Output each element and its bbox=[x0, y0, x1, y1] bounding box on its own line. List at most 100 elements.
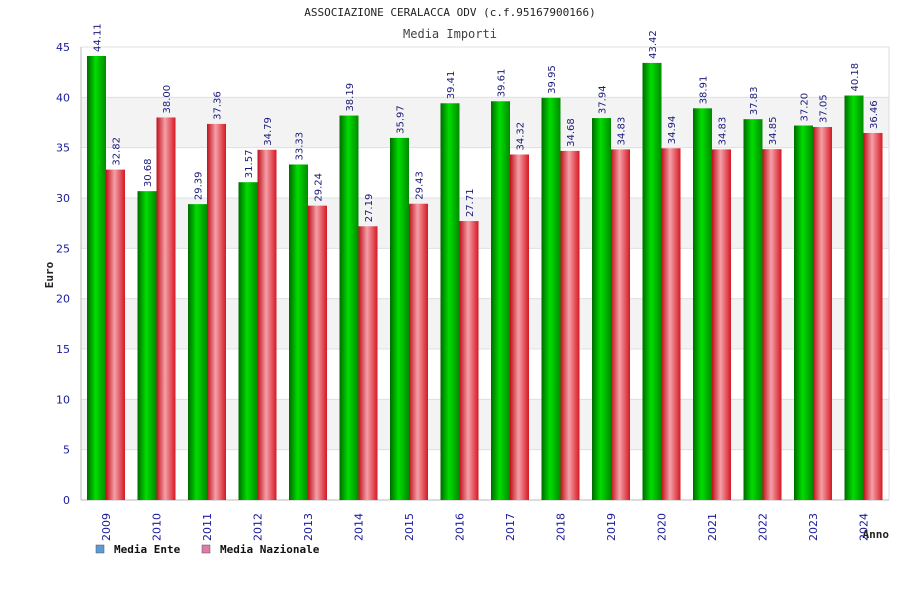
bar-media-ente bbox=[642, 62, 662, 500]
bar-media-ente bbox=[743, 119, 763, 500]
bar-media-nazionale bbox=[611, 149, 630, 501]
bar-media-nazionale bbox=[712, 149, 731, 501]
bar-media-ente bbox=[390, 137, 409, 501]
y-tick-label: 15 bbox=[56, 343, 70, 356]
legend-swatch-media-nazionale bbox=[201, 544, 211, 554]
data-label-media-nazionale: 34.83 bbox=[718, 117, 729, 146]
data-label-media-nazionale: 37.36 bbox=[213, 91, 224, 120]
bar-media-nazionale bbox=[459, 221, 479, 500]
y-tick-label: 10 bbox=[56, 393, 70, 406]
chart-subtitle: Media Importi bbox=[403, 27, 497, 41]
data-label-media-ente: 39.41 bbox=[446, 71, 457, 100]
x-tick-label: 2017 bbox=[504, 513, 517, 541]
bars: 44.11 32.82 30.68 38.00 29.39 37.36 31.57 34.79… bbox=[87, 23, 883, 501]
bar-media-nazionale bbox=[308, 205, 327, 500]
data-label-media-nazionale: 34.83 bbox=[617, 117, 628, 146]
legend-label-media-ente: Media Ente bbox=[114, 543, 181, 556]
data-label-media-nazionale: 37.05 bbox=[819, 94, 830, 123]
data-label-media-nazionale: 36.46 bbox=[869, 100, 880, 129]
bar-media-ente bbox=[541, 97, 561, 500]
y-tick-label: 25 bbox=[56, 242, 70, 255]
data-label-media-nazionale: 34.94 bbox=[667, 116, 678, 145]
y-tick-label: 45 bbox=[56, 41, 70, 54]
x-tick-label: 2018 bbox=[555, 513, 568, 541]
x-tick-label: 2012 bbox=[252, 513, 265, 541]
x-tick-label: 2016 bbox=[454, 513, 467, 541]
x-tick-label: 2021 bbox=[706, 513, 719, 541]
data-label-media-ente: 44.11 bbox=[93, 23, 104, 52]
data-label-media-nazionale: 29.43 bbox=[415, 171, 426, 200]
data-label-media-ente: 40.18 bbox=[850, 63, 861, 92]
bar-media-ente bbox=[440, 103, 460, 500]
data-label-media-ente: 29.39 bbox=[194, 172, 205, 201]
data-label-media-nazionale: 34.79 bbox=[263, 117, 274, 146]
bar-media-nazionale bbox=[358, 226, 378, 500]
data-label-media-ente: 43.42 bbox=[648, 30, 659, 59]
bar-media-ente bbox=[491, 101, 510, 500]
data-label-media-nazionale: 38.00 bbox=[162, 85, 173, 114]
data-label-media-ente: 33.33 bbox=[295, 132, 306, 161]
data-label-media-ente: 37.83 bbox=[749, 87, 760, 116]
data-label-media-ente: 38.91 bbox=[699, 76, 710, 105]
data-label-media-ente: 37.20 bbox=[800, 93, 811, 122]
bar-media-ente bbox=[238, 182, 258, 501]
data-label-media-nazionale: 29.24 bbox=[314, 173, 325, 202]
bar-media-nazionale bbox=[762, 149, 782, 500]
bar-media-ente bbox=[592, 118, 611, 500]
bar-media-ente bbox=[693, 108, 712, 500]
bar-media-ente bbox=[137, 191, 157, 500]
bar-media-nazionale bbox=[510, 154, 529, 500]
y-axis-label: Euro bbox=[43, 261, 56, 288]
data-label-media-nazionale: 34.68 bbox=[566, 118, 577, 147]
bar-media-nazionale bbox=[863, 132, 883, 500]
data-label-media-ente: 39.61 bbox=[497, 69, 508, 98]
bar-media-ente bbox=[339, 115, 359, 500]
legend: Media Ente Media Nazionale bbox=[95, 543, 320, 556]
data-label-media-ente: 31.57 bbox=[244, 150, 255, 179]
legend-label-media-nazionale: Media Nazionale bbox=[220, 543, 320, 556]
data-label-media-nazionale: 34.85 bbox=[768, 117, 779, 146]
bar-media-ente bbox=[188, 204, 207, 500]
x-tick-label: 2014 bbox=[353, 513, 366, 541]
bar-media-ente bbox=[87, 55, 106, 501]
x-axis-ticks: 2009 2010 2011 2012 2013 2014 2015 2016 2017 2018… bbox=[100, 513, 871, 541]
bar-media-nazionale bbox=[661, 148, 681, 500]
y-tick-label: 0 bbox=[63, 494, 70, 507]
data-label-media-ente: 38.19 bbox=[345, 83, 356, 112]
data-label-media-nazionale: 32.82 bbox=[112, 137, 123, 166]
data-label-media-ente: 39.95 bbox=[547, 65, 558, 94]
data-label-media-nazionale: 34.32 bbox=[516, 122, 527, 151]
bar-media-nazionale bbox=[560, 150, 580, 500]
bar-media-ente bbox=[844, 95, 864, 500]
bar-media-nazionale bbox=[207, 123, 226, 500]
bar-media-nazionale bbox=[257, 149, 277, 500]
y-tick-label: 20 bbox=[56, 293, 70, 306]
y-tick-label: 35 bbox=[56, 142, 70, 155]
x-tick-label: 2009 bbox=[100, 513, 113, 541]
y-tick-label: 5 bbox=[63, 444, 70, 457]
bar-media-ente bbox=[794, 125, 813, 501]
bar-media-nazionale bbox=[409, 203, 428, 500]
bar-media-ente bbox=[289, 164, 308, 500]
x-tick-label: 2020 bbox=[656, 513, 669, 541]
data-label-media-nazionale: 27.19 bbox=[364, 194, 375, 223]
data-label-media-ente: 30.68 bbox=[143, 159, 154, 188]
x-tick-label: 2019 bbox=[605, 513, 618, 541]
bar-media-nazionale bbox=[156, 117, 176, 500]
x-tick-label: 2015 bbox=[403, 513, 416, 541]
x-tick-label: 2011 bbox=[201, 513, 214, 541]
data-label-media-ente: 35.97 bbox=[396, 105, 407, 134]
bar-media-nazionale bbox=[106, 169, 125, 500]
y-tick-label: 30 bbox=[56, 192, 70, 205]
chart-title: ASSOCIAZIONE CERALACCA ODV (c.f.95167900… bbox=[304, 6, 595, 19]
bar-media-nazionale bbox=[813, 127, 832, 500]
data-label-media-ente: 37.94 bbox=[598, 85, 609, 114]
x-tick-label: 2023 bbox=[807, 513, 820, 541]
x-tick-label: 2013 bbox=[302, 513, 315, 541]
y-tick-label: 40 bbox=[56, 91, 70, 104]
data-label-media-nazionale: 27.71 bbox=[465, 188, 476, 217]
x-tick-label: 2022 bbox=[757, 513, 770, 541]
legend-swatch-media-ente bbox=[95, 544, 105, 554]
x-tick-label: 2024 bbox=[858, 513, 871, 541]
